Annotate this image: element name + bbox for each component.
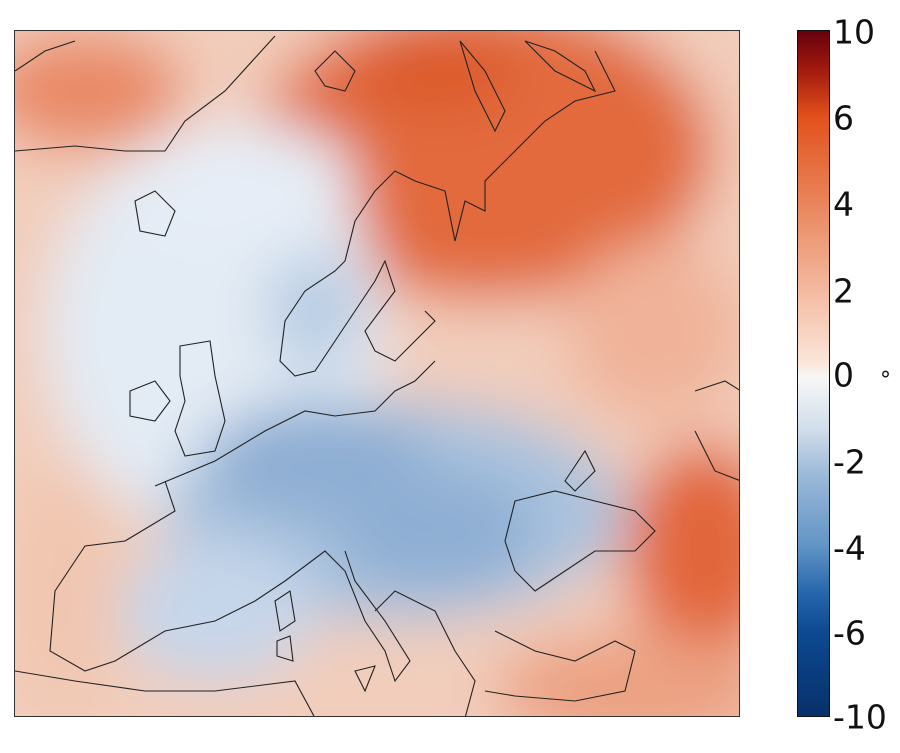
colorbar-tick: -2 xyxy=(833,442,866,482)
colorbar-tick: 2 xyxy=(833,271,854,311)
colorbar-tick: 6 xyxy=(833,98,854,138)
temperature-anomaly-map xyxy=(14,30,740,717)
colorbar-unit-label: ° xyxy=(880,368,891,393)
colorbar-tick: 4 xyxy=(833,184,854,224)
map-field xyxy=(15,31,739,716)
colorbar xyxy=(797,30,830,717)
colorbar-tick: 0 xyxy=(833,355,854,395)
coastlines xyxy=(15,35,739,716)
colorbar-tick: -6 xyxy=(833,613,866,653)
colorbar-tick: -4 xyxy=(833,528,866,568)
colorbar-tick: -10 xyxy=(833,697,887,737)
colorbar-tick: 10 xyxy=(833,12,875,52)
